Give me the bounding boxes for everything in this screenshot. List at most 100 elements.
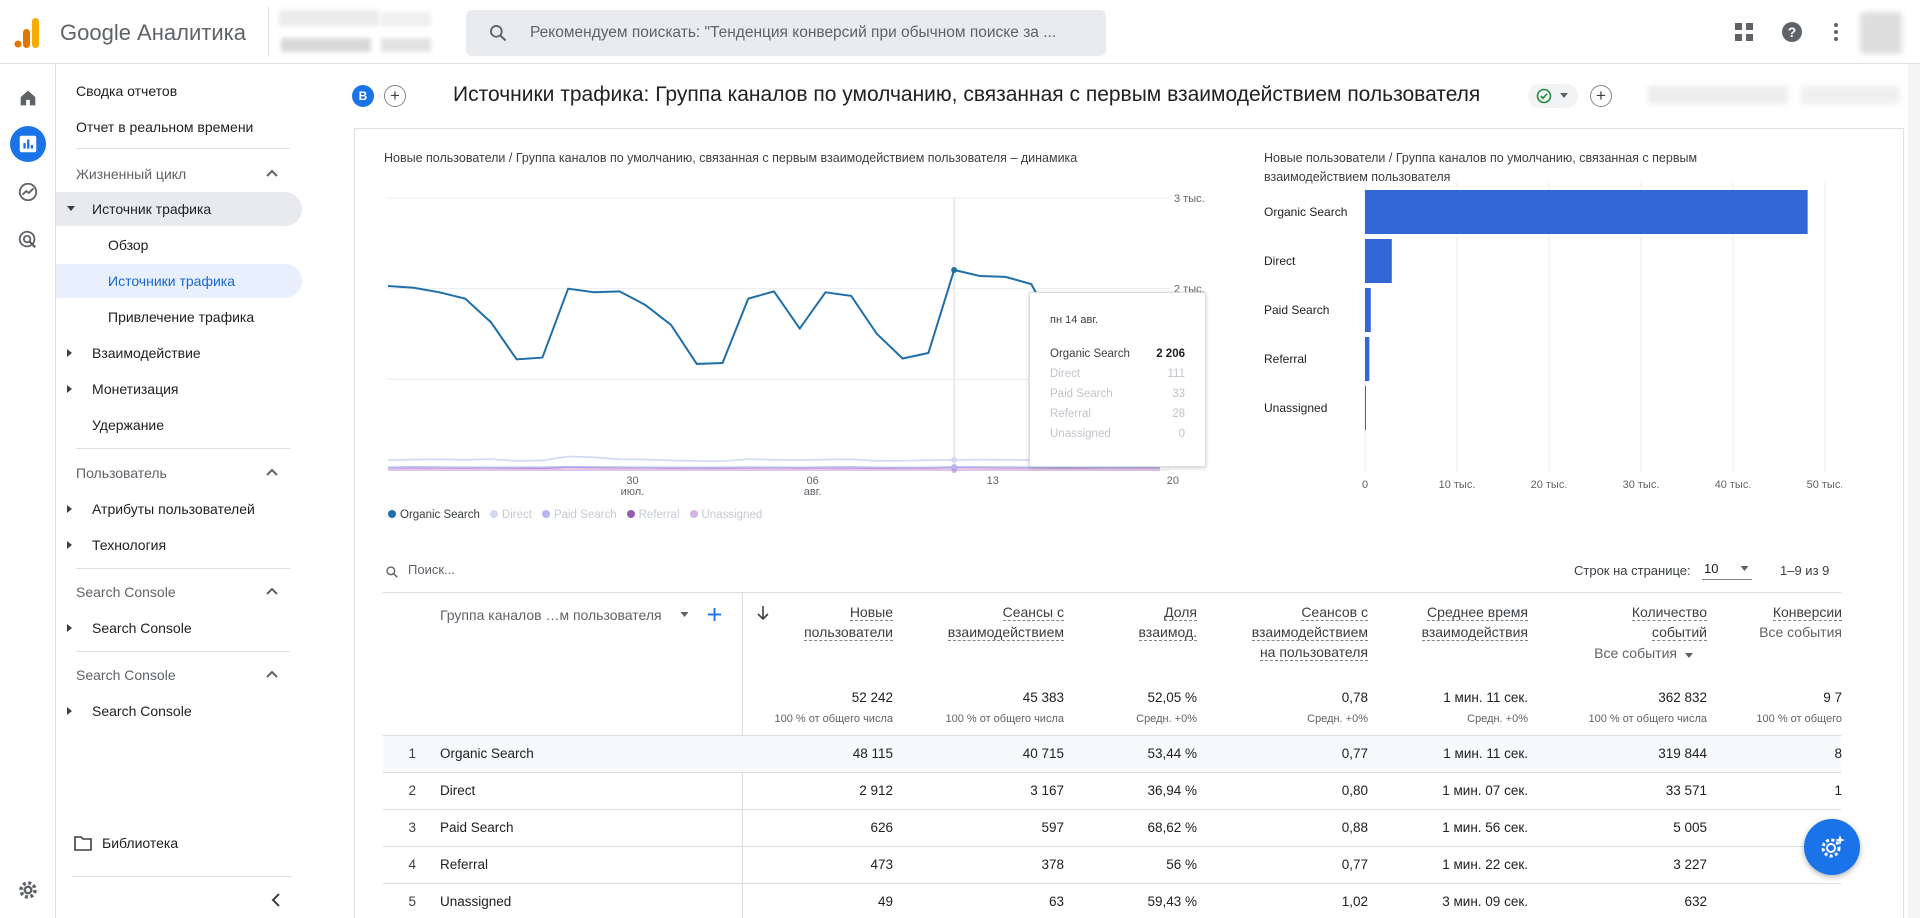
column-total: 362 832 bbox=[1658, 690, 1707, 705]
bar-chart-icon bbox=[19, 135, 37, 153]
column-total: 0,78 bbox=[1341, 690, 1368, 705]
table-cell: 53,44 % bbox=[1147, 746, 1197, 761]
settings-gear-icon[interactable] bbox=[16, 878, 40, 902]
add-insight-button[interactable]: + bbox=[1590, 85, 1612, 107]
column-total-sub: 100 % от общего числа bbox=[945, 713, 1064, 725]
legend-label: Paid Search bbox=[553, 509, 617, 521]
date-range-selector[interactable] bbox=[1648, 86, 1788, 104]
events-filter-select[interactable]: Все события bbox=[1594, 645, 1677, 661]
collapse-sidebar-icon[interactable] bbox=[268, 892, 284, 908]
sidebar-section-search-console-1[interactable]: Search Console bbox=[56, 572, 290, 612]
dimension-header[interactable]: Группа каналов …м пользователя bbox=[440, 607, 662, 623]
avatar[interactable] bbox=[1860, 12, 1902, 54]
table-search-input[interactable]: Поиск... bbox=[408, 562, 455, 577]
legend-item[interactable]: Direct bbox=[489, 509, 532, 521]
report-status-button[interactable] bbox=[1528, 84, 1578, 108]
section-label: Search Console bbox=[76, 667, 176, 683]
dimension-dropdown-icon[interactable] bbox=[680, 612, 689, 618]
sidebar-item-retention[interactable]: Удержание bbox=[56, 408, 302, 442]
sidebar-item-user-attributes[interactable]: Атрибуты пользователей bbox=[56, 492, 302, 526]
bar-direct[interactable] bbox=[1365, 239, 1392, 283]
sidebar-item-label: Библиотека bbox=[102, 835, 179, 851]
legend-item[interactable]: Referral bbox=[626, 509, 680, 521]
bar-unassigned[interactable] bbox=[1365, 386, 1366, 430]
sidebar-item-library[interactable]: Библиотека bbox=[56, 826, 302, 860]
rail-explore[interactable] bbox=[10, 174, 46, 210]
series-line-organic-search[interactable] bbox=[387, 268, 1161, 365]
sidebar-section-user[interactable]: Пользователь bbox=[56, 453, 290, 493]
column-header[interactable]: Среднее время взаимодействия bbox=[1378, 602, 1528, 642]
series-line-paid-search[interactable] bbox=[387, 466, 1161, 469]
row-channel-name[interactable]: Paid Search bbox=[440, 820, 514, 835]
column-header-line: Сеансы с bbox=[1002, 604, 1064, 621]
y-tick-label: 3 тыс. bbox=[1174, 193, 1205, 205]
search-placeholder[interactable]: Рекомендуем поискать: "Тенденция конверс… bbox=[530, 24, 1057, 41]
table-cell: 33 571 bbox=[1665, 783, 1707, 798]
table-row[interactable] bbox=[383, 772, 1841, 809]
help-icon[interactable]: ? bbox=[1780, 20, 1804, 44]
page-scrollbar[interactable] bbox=[1908, 64, 1920, 918]
row-channel-name[interactable]: Organic Search bbox=[440, 746, 534, 761]
column-header[interactable]: Сеансы с взаимодействием bbox=[894, 602, 1064, 642]
comparison-chip[interactable]: B bbox=[352, 85, 374, 107]
row-channel-name[interactable]: Direct bbox=[440, 783, 476, 798]
column-header-line: пользователи bbox=[804, 624, 893, 641]
sidebar-item-monetization[interactable]: Монетизация bbox=[56, 372, 302, 406]
left-rail bbox=[0, 64, 56, 918]
sidebar-item-engagement[interactable]: Взаимодействие bbox=[56, 336, 302, 370]
column-header[interactable]: Конверсии Все события bbox=[1702, 602, 1842, 642]
sidebar-item-search-console-1[interactable]: Search Console bbox=[56, 611, 302, 645]
row-channel-name[interactable]: Unassigned bbox=[440, 894, 512, 909]
sidebar-section-lifecycle[interactable]: Жизненный цикл bbox=[56, 154, 290, 194]
search-bar[interactable]: Рекомендуем поискать: "Тенденция конверс… bbox=[466, 10, 1106, 56]
legend-item[interactable]: Unassigned bbox=[689, 509, 762, 521]
rail-home[interactable] bbox=[10, 80, 46, 116]
x-tick-label: 0 bbox=[1362, 479, 1368, 491]
account-selector[interactable] bbox=[268, 6, 448, 56]
sort-arrow-down-icon[interactable] bbox=[756, 605, 770, 621]
more-vert-icon[interactable] bbox=[1824, 20, 1848, 44]
rail-advertising[interactable] bbox=[10, 222, 46, 258]
dropdown-arrow-icon bbox=[1560, 93, 1568, 98]
insights-fab-button[interactable] bbox=[1804, 819, 1860, 875]
row-channel-name[interactable]: Referral bbox=[440, 857, 489, 872]
legend-dot-icon bbox=[388, 510, 396, 518]
add-dimension-icon[interactable] bbox=[707, 607, 722, 622]
legend-item[interactable]: Paid Search bbox=[541, 509, 617, 521]
analytics-logo-icon[interactable] bbox=[14, 18, 40, 48]
bar-chart[interactable]: 0 10 тыс. 20 тыс. 30 тыс. 40 тыс. 50 тыс. Orga… bbox=[1260, 182, 1842, 502]
column-header[interactable]: Сеансов с взаимодействием на пользователя bbox=[1208, 602, 1368, 662]
sidebar-item-overview[interactable]: Обзор bbox=[56, 228, 302, 262]
sidebar-item-realtime[interactable]: Отчет в реальном времени bbox=[76, 119, 254, 135]
table-cell: 59,43 % bbox=[1147, 894, 1197, 909]
sidebar-item-traffic-source[interactable]: Источник трафика bbox=[56, 192, 302, 226]
bar-organic-search[interactable] bbox=[1365, 190, 1808, 234]
table-row[interactable] bbox=[383, 735, 1841, 772]
legend-item[interactable]: Organic Search bbox=[388, 509, 480, 521]
column-header[interactable]: Доля взаимод. bbox=[1087, 602, 1197, 642]
bar-paid-search[interactable] bbox=[1365, 288, 1371, 332]
sidebar-item-technology[interactable]: Технология bbox=[56, 528, 302, 562]
column-header[interactable]: Количество событий bbox=[1547, 602, 1707, 642]
tooltip-date: пн 14 авг. bbox=[1050, 314, 1099, 326]
sidebar-item-traffic-sources[interactable]: Источники трафика bbox=[56, 264, 302, 298]
legend-dot-icon bbox=[626, 510, 635, 518]
sidebar-item-acquisition[interactable]: Привлечение трафика bbox=[56, 300, 302, 334]
table-row[interactable] bbox=[383, 809, 1841, 846]
table-row[interactable] bbox=[383, 883, 1841, 918]
apps-grid-icon[interactable] bbox=[1732, 20, 1756, 44]
sidebar-section-search-console-2[interactable]: Search Console bbox=[56, 655, 290, 695]
bar-referral[interactable] bbox=[1365, 337, 1370, 381]
date-range-compare[interactable] bbox=[1800, 86, 1900, 104]
x-tick-label: 10 тыс. bbox=[1439, 479, 1476, 491]
add-comparison-button[interactable]: + bbox=[384, 85, 406, 107]
rows-per-page-select[interactable]: 10 bbox=[1702, 558, 1752, 580]
sidebar-item-search-console-2[interactable]: Search Console bbox=[56, 694, 302, 728]
rail-reports[interactable] bbox=[10, 126, 46, 162]
table-cell: 56 % bbox=[1166, 857, 1197, 872]
tooltip-series-value: 0 bbox=[1178, 428, 1185, 440]
sidebar-item-reports-snapshot[interactable]: Сводка отчетов bbox=[76, 83, 178, 99]
bar-category-label: Referral bbox=[1264, 352, 1307, 366]
table-row[interactable] bbox=[383, 846, 1841, 883]
column-header[interactable]: Новые пользователи bbox=[753, 602, 893, 642]
